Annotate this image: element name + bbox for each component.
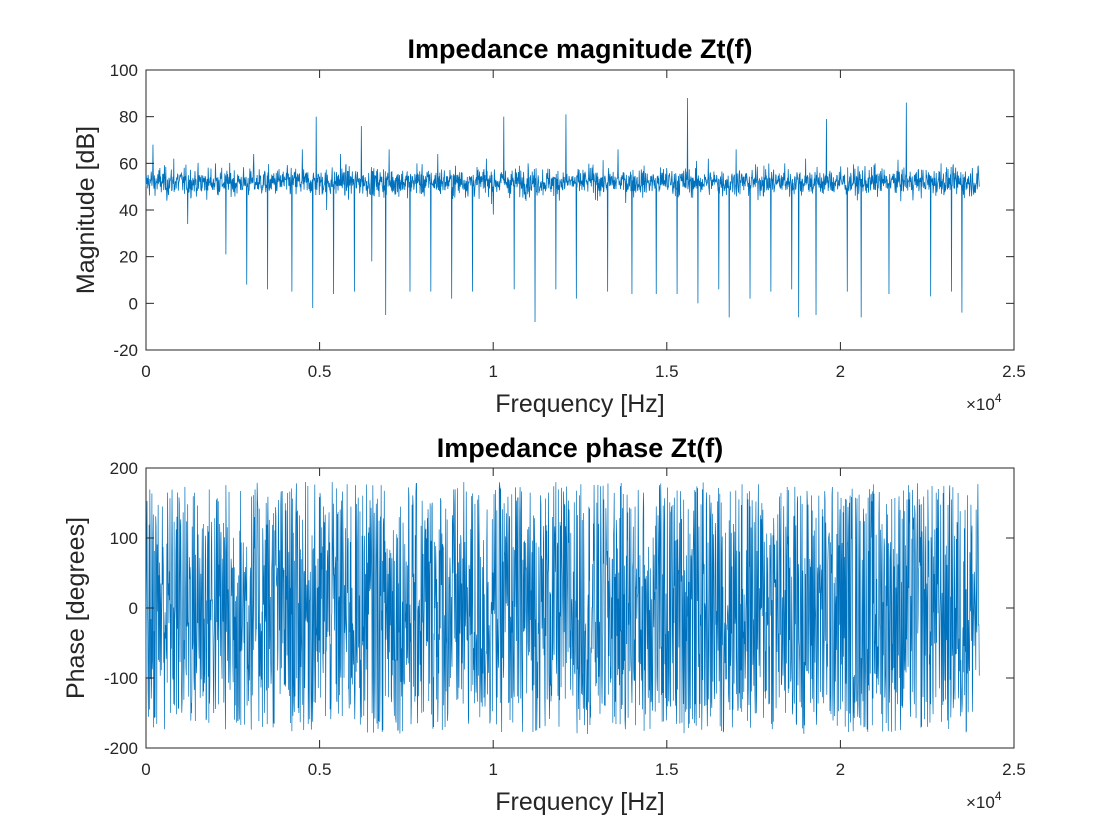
phase-y-ticks: -200 -100 0 100 200 (104, 459, 1014, 758)
phase-x-exponent: ×104 (966, 789, 1002, 812)
magnitude-series-path (145, 97, 980, 323)
magnitude-y-ticks: -20 0 20 40 60 80 100 (110, 61, 1014, 360)
magnitude-x-tick-label: 0 (141, 362, 150, 381)
phase-chart-title: Impedance phase Zt(f) (437, 433, 724, 463)
phase-x-tick-label: 0 (141, 760, 150, 779)
magnitude-plot-frame (145, 69, 1015, 351)
magnitude-chart-title: Impedance magnitude Zt(f) (407, 34, 752, 64)
phase-y-tick-label: 200 (110, 459, 138, 478)
phase-x-ticks: 0 0.5 1 1.5 2 2.5 (141, 468, 1026, 779)
phase-y-tick-label: -100 (104, 669, 138, 688)
magnitude-x-ticks: 0 0.5 1 1.5 2 2.5 (141, 70, 1026, 381)
phase-x-axis-label: Frequency [Hz] (495, 788, 665, 816)
phase-x-tick-label: 1 (488, 760, 497, 779)
phase-series-line (145, 482, 980, 735)
phase-x-tick-label: 2.5 (1002, 760, 1026, 779)
phase-y-tick-label: -200 (104, 739, 138, 758)
magnitude-series-line (145, 97, 980, 323)
phase-y-axis-label: Phase [degrees] (62, 517, 90, 699)
magnitude-x-tick-label: 1.5 (655, 362, 679, 381)
magnitude-x-tick-label: 2.5 (1002, 362, 1026, 381)
magnitude-x-exponent: ×104 (966, 391, 1002, 414)
phase-y-tick-label: 100 (110, 529, 138, 548)
magnitude-y-tick-label: 100 (110, 61, 138, 80)
magnitude-y-tick-label: 20 (119, 248, 138, 267)
magnitude-y-tick-label: 40 (119, 201, 138, 220)
phase-series-path (145, 482, 980, 735)
magnitude-x-axis-label: Frequency [Hz] (495, 390, 665, 418)
magnitude-y-tick-label: 80 (119, 108, 138, 127)
magnitude-subplot: Impedance magnitude Zt(f) -2002040608010… (72, 34, 1026, 418)
magnitude-x-tick-label: 2 (836, 362, 845, 381)
phase-x-tick-label: 1.5 (655, 760, 679, 779)
magnitude-y-tick-label: 0 (129, 294, 138, 313)
magnitude-y-axis-label: Magnitude [dB] (72, 126, 100, 294)
phase-x-tick-label: 0.5 (308, 760, 332, 779)
magnitude-x-tick-label: 0.5 (308, 362, 332, 381)
phase-y-tick-label: 0 (129, 599, 138, 618)
magnitude-y-tick-label: 60 (119, 154, 138, 173)
phase-x-tick-label: 2 (836, 760, 845, 779)
magnitude-x-tick-label: 1 (488, 362, 497, 381)
magnitude-y-tick-label: -20 (113, 341, 138, 360)
